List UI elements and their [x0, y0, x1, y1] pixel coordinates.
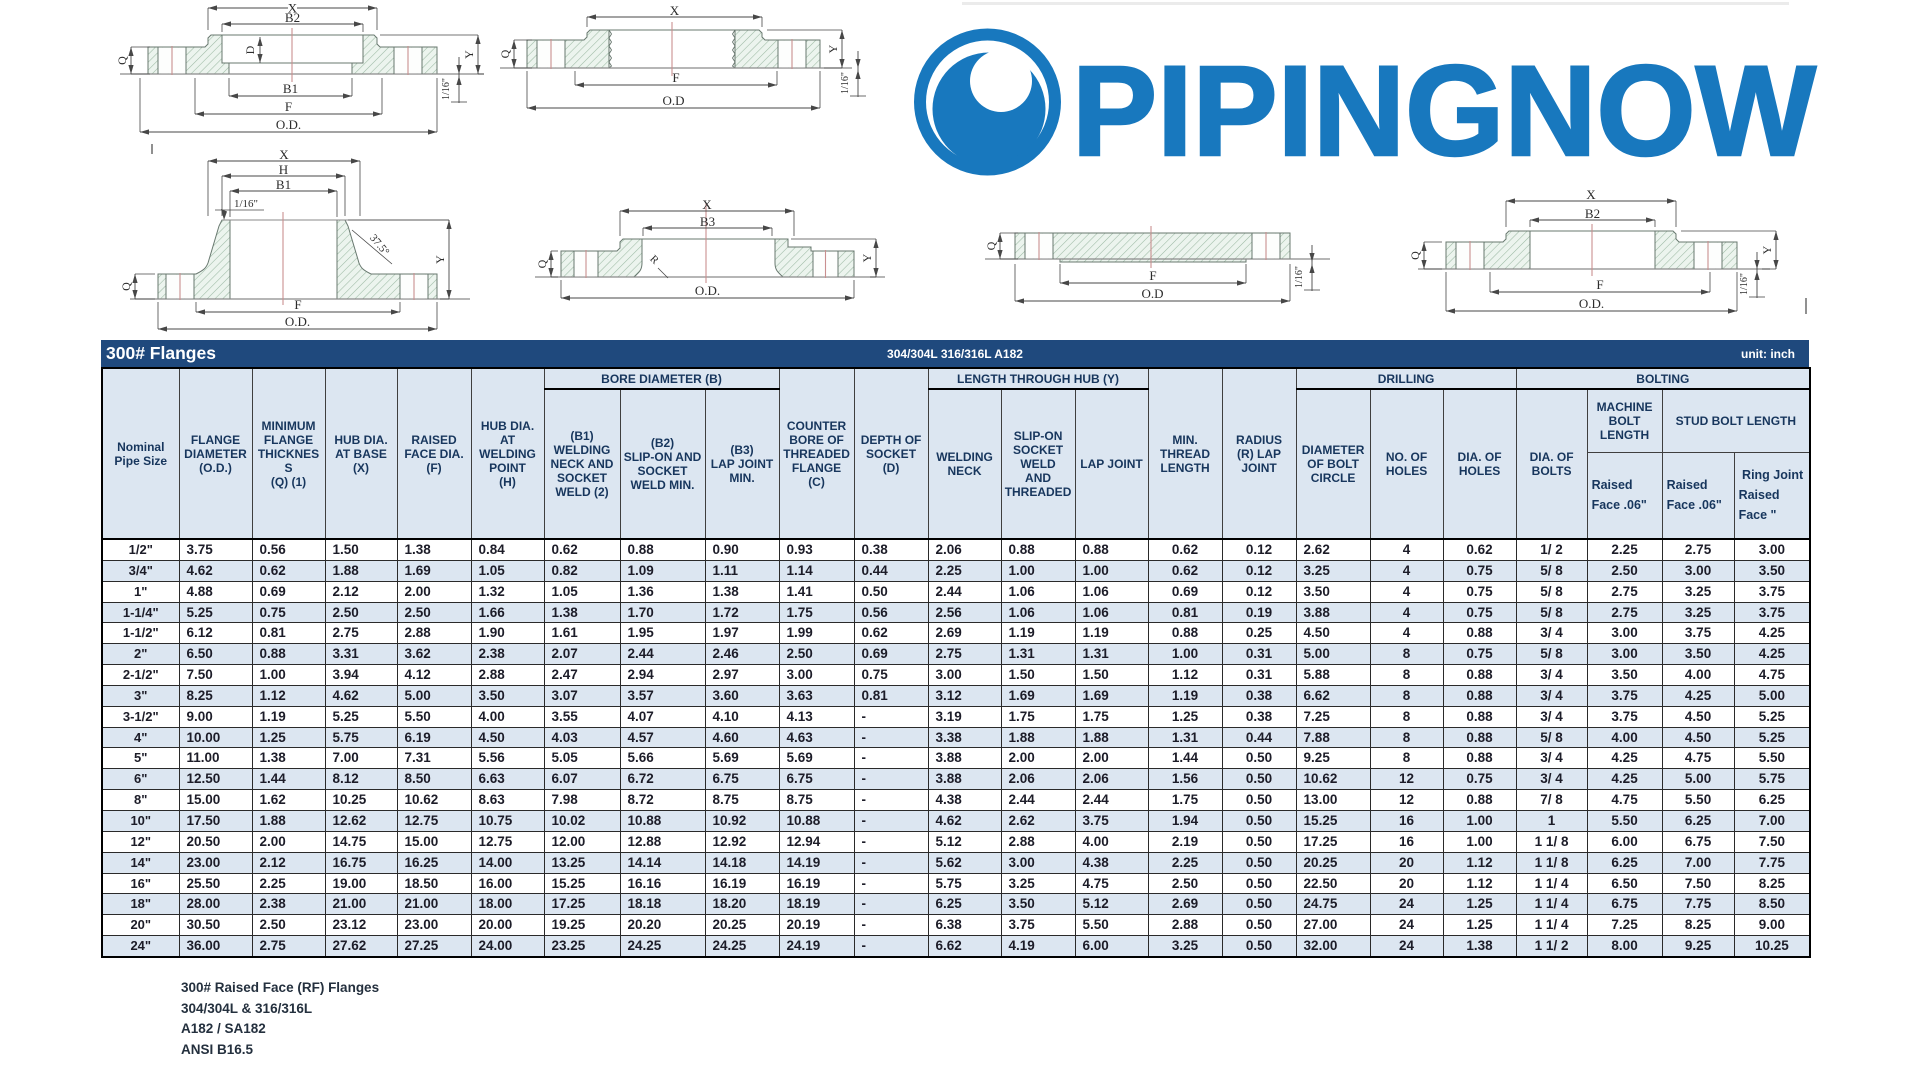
svg-text:O.D.: O.D. — [276, 117, 301, 132]
svg-text:Q: Q — [115, 56, 129, 65]
svg-text:B2: B2 — [1585, 206, 1600, 221]
svg-text:1/16": 1/16" — [1294, 266, 1305, 288]
svg-text:B2: B2 — [285, 10, 300, 25]
svg-text:Y: Y — [433, 255, 447, 264]
svg-text:Q: Q — [984, 241, 998, 250]
svg-text:F: F — [285, 99, 292, 114]
svg-text:37.5°: 37.5° — [367, 232, 391, 258]
svg-text:Y: Y — [826, 44, 840, 53]
svg-text:Q: Q — [119, 282, 133, 291]
svg-text:Y: Y — [1760, 245, 1774, 254]
svg-text:X: X — [288, 1, 298, 16]
svg-text:R: R — [647, 253, 661, 267]
svg-text:B3: B3 — [700, 214, 715, 229]
svg-text:O.D.: O.D. — [1579, 296, 1604, 311]
svg-text:1/16": 1/16" — [441, 78, 452, 100]
svg-text:D: D — [243, 45, 257, 54]
svg-text:F: F — [1596, 277, 1603, 292]
svg-text:O.D.: O.D. — [285, 314, 310, 329]
svg-text:O.D: O.D — [662, 93, 684, 108]
svg-text:B1: B1 — [283, 81, 298, 96]
svg-text:B1: B1 — [276, 177, 291, 192]
svg-text:1/16": 1/16" — [840, 72, 851, 94]
svg-text:1/16": 1/16" — [1739, 273, 1750, 295]
svg-text:F: F — [1149, 268, 1156, 283]
svg-text:F: F — [672, 70, 679, 85]
svg-text:X: X — [670, 3, 680, 18]
svg-text:O.D.: O.D. — [695, 283, 720, 298]
svg-text:X: X — [279, 147, 289, 162]
svg-text:Y: Y — [860, 253, 874, 262]
svg-text:Q: Q — [535, 259, 549, 268]
svg-text:X: X — [702, 197, 712, 212]
svg-text:PIPINGNOW: PIPINGNOW — [1072, 40, 1816, 183]
svg-text:Q: Q — [498, 49, 512, 58]
svg-text:X: X — [1586, 187, 1596, 202]
svg-text:Y: Y — [462, 50, 476, 59]
svg-text:H: H — [279, 162, 288, 177]
svg-text:Q: Q — [1408, 251, 1422, 260]
svg-text:O.D: O.D — [1141, 286, 1163, 301]
svg-text:F: F — [294, 297, 301, 312]
svg-text:1/16": 1/16" — [234, 198, 258, 210]
